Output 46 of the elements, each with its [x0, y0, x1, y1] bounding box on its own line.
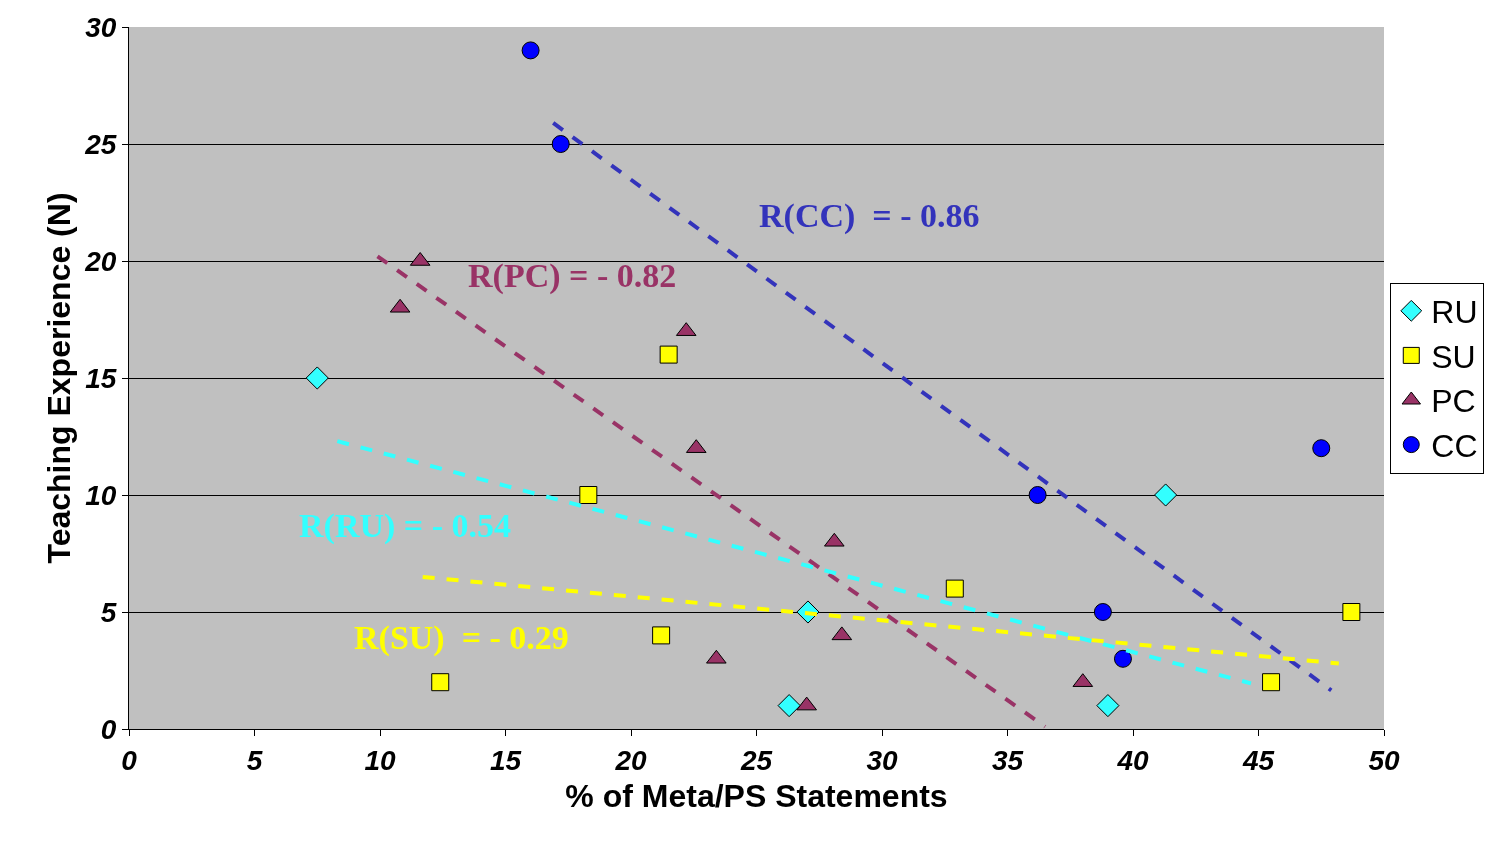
- y-tick-label: 20: [84, 245, 117, 277]
- y-tick-label: 5: [100, 596, 117, 628]
- annotation: R(RU) = - 0.54: [299, 507, 512, 545]
- legend-label: CC: [1431, 428, 1478, 465]
- point: [659, 345, 678, 364]
- y-axis-title: Teaching Experience (N): [40, 192, 77, 564]
- point: [1342, 603, 1361, 621]
- point: [652, 626, 671, 645]
- y-tick-label: 0: [100, 713, 117, 745]
- point: [305, 366, 329, 390]
- point: [1113, 649, 1132, 668]
- x-tick-label: 30: [866, 744, 898, 776]
- legend-label: SU: [1431, 338, 1476, 375]
- annotation: R(SU) = - 0.29: [354, 619, 569, 657]
- point: [551, 135, 570, 153]
- x-axis-title: % of Meta/PS Statements: [565, 778, 948, 815]
- x-tick-label: 20: [614, 744, 647, 776]
- x-tick-label: 50: [1368, 744, 1400, 776]
- point: [945, 579, 964, 598]
- point: [777, 694, 801, 718]
- point: [1028, 486, 1047, 504]
- x-tick-label: 15: [489, 744, 522, 776]
- x-tick-label: 40: [1116, 744, 1149, 776]
- x-tick-label: 45: [1241, 744, 1275, 776]
- point: [1154, 483, 1178, 507]
- x-tick-label: 5: [246, 744, 263, 776]
- y-tick-label: 15: [85, 362, 117, 394]
- point: [824, 532, 845, 547]
- annotation: R(PC) = - 0.82: [468, 257, 677, 295]
- point: [521, 41, 540, 60]
- y-tick-label: 10: [85, 479, 117, 511]
- x-tick-label: 35: [991, 744, 1024, 776]
- point: [579, 486, 598, 504]
- point: [1312, 439, 1331, 458]
- x-tick-label: 10: [364, 744, 396, 776]
- y-tick-label: 30: [85, 11, 117, 43]
- legend-label: RU: [1431, 294, 1478, 331]
- legend-label: PC: [1431, 383, 1476, 420]
- point: [1262, 673, 1281, 692]
- point: [431, 673, 450, 692]
- x-tick-label: 25: [739, 744, 773, 776]
- point: [1093, 603, 1112, 621]
- y-tick-label: 25: [84, 128, 117, 160]
- point: [1096, 694, 1120, 718]
- x-tick-label: 0: [121, 744, 138, 776]
- annotation: R(CC) = - 0.86: [759, 197, 980, 235]
